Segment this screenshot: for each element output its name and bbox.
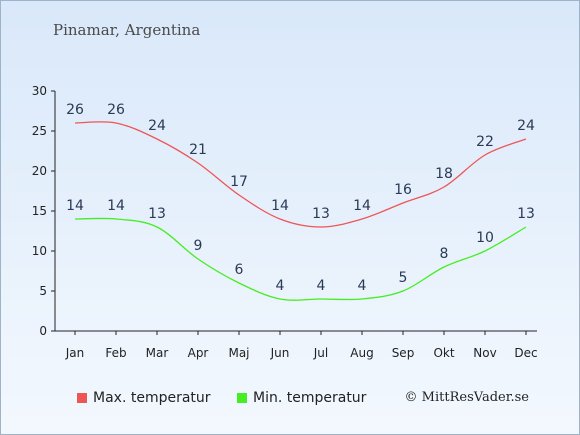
max-temperature-line — [74, 121, 527, 228]
min-data-label: 8 — [440, 246, 449, 262]
max-data-label: 16 — [394, 182, 412, 198]
x-tick-label: Feb — [105, 346, 126, 360]
min-data-label: 4 — [276, 278, 285, 294]
x-tick-label: Nov — [473, 346, 496, 360]
legend-swatch-min — [237, 393, 247, 403]
x-tick-label: Jan — [65, 346, 85, 360]
x-tick-label: Sep — [392, 346, 415, 360]
min-data-label: 13 — [148, 206, 166, 222]
max-data-label: 24 — [148, 118, 166, 134]
max-data-label: 22 — [476, 134, 494, 150]
min-data-label: 5 — [399, 270, 408, 286]
legend-item-max: Max. temperatur — [77, 390, 211, 406]
max-data-label: 13 — [312, 206, 330, 222]
max-data-label: 24 — [517, 118, 535, 134]
max-data-label: 17 — [230, 174, 248, 190]
max-data-label: 21 — [189, 142, 207, 158]
y-tick-label: 25 — [32, 124, 47, 138]
max-data-label: 14 — [353, 198, 371, 214]
max-data-label: 26 — [66, 102, 84, 118]
y-tick-label: 0 — [39, 324, 47, 338]
x-tick-label: Mar — [146, 346, 169, 360]
x-tick-label: Maj — [228, 346, 249, 360]
y-tick-label: 15 — [32, 204, 47, 218]
legend-swatch-max — [77, 393, 87, 403]
min-data-label: 9 — [194, 238, 203, 254]
min-data-label: 10 — [476, 230, 494, 246]
max-data-label: 18 — [435, 166, 453, 182]
min-data-label: 4 — [358, 278, 367, 294]
x-tick-label: Dec — [514, 346, 537, 360]
legend-label-min: Min. temperatur — [253, 390, 367, 406]
x-tick-label: Apr — [188, 346, 209, 360]
copyright-text: © MittResVader.se — [404, 390, 529, 405]
y-tick-label: 5 — [39, 284, 47, 298]
min-data-label: 14 — [107, 198, 125, 214]
max-data-label: 14 — [271, 198, 289, 214]
y-tick-label: 30 — [32, 84, 47, 98]
legend-label-max: Max. temperatur — [93, 390, 211, 406]
y-tick-label: 20 — [32, 164, 47, 178]
x-tick-label: Okt — [433, 346, 454, 360]
min-data-label: 14 — [66, 198, 84, 214]
x-tick-label: Aug — [350, 346, 373, 360]
y-tick-label: 10 — [32, 244, 47, 258]
max-data-label: 26 — [107, 102, 125, 118]
min-data-label: 4 — [317, 278, 326, 294]
legend-item-min: Min. temperatur — [237, 390, 366, 406]
min-temperature-line — [74, 217, 527, 301]
min-data-label: 6 — [235, 262, 244, 278]
x-tick-label: Jun — [270, 346, 290, 360]
x-tick-label: Jul — [313, 346, 328, 360]
chart-title: Pinamar, Argentina — [53, 21, 201, 39]
min-data-label: 13 — [517, 206, 535, 222]
